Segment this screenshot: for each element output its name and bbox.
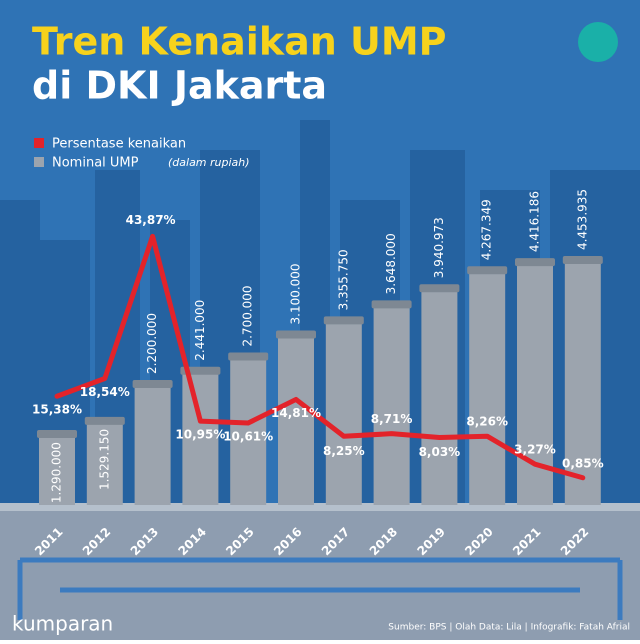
bar-cap [276, 330, 316, 339]
bar-value-label: 4.416.186 [528, 191, 542, 252]
line-value-label: 43,87% [126, 213, 176, 227]
bar [564, 260, 601, 505]
line-value-label: 10,61% [223, 430, 273, 444]
bar-cap [323, 316, 364, 325]
bar-cap [371, 300, 412, 309]
legend-swatch [34, 157, 44, 167]
line-value-label: 15,38% [32, 403, 82, 417]
bar [134, 384, 171, 505]
line [54, 233, 586, 481]
bar [230, 356, 267, 505]
bar [39, 434, 75, 505]
line-value-label: 8,71% [371, 412, 413, 426]
bar-cap [515, 258, 555, 267]
bar-value-label: 4.453.935 [575, 189, 589, 250]
bar-cap [419, 284, 460, 293]
legend-unit: (dalam rupiah) [168, 156, 250, 169]
line-value-label: 3,27% [514, 443, 556, 457]
bar [325, 320, 362, 505]
bar-cap [562, 256, 603, 265]
legend-label: Persentase kenaikan [52, 137, 186, 152]
bar-value-label: 2.700.000 [241, 285, 255, 346]
legend-swatch [34, 138, 44, 148]
pipe [17, 557, 623, 620]
line-value-label: 14,81% [271, 406, 321, 420]
bar-cap [37, 430, 77, 439]
chart-subtitle: di DKI Jakarta [32, 64, 327, 108]
line-value-label: 8,25% [323, 444, 365, 458]
bar-value-label: 1.290.000 [50, 442, 64, 503]
brand: kumparan [12, 612, 113, 636]
line-value-label: 10,95% [175, 428, 225, 442]
bar-value-label: 4.267.349 [480, 199, 494, 260]
bar [373, 304, 410, 505]
bar [469, 270, 506, 505]
bar [86, 420, 123, 505]
ground [0, 505, 640, 640]
bar-cap [132, 380, 173, 388]
bar [278, 334, 314, 505]
bar-value-label: 3.648.000 [384, 233, 398, 294]
source: Sumber: BPS | Olah Data: Lila | Infograf… [388, 623, 630, 633]
bar-cap [84, 416, 125, 425]
bar [182, 370, 219, 505]
bar-cap [228, 352, 269, 361]
logo-badge [578, 22, 618, 62]
bar-value-label: 1.529.150 [97, 429, 111, 490]
bar-value-label: 2.441.000 [193, 300, 207, 361]
chart-title: Tren Kenaikan UMP [32, 20, 447, 64]
line-value-label: 0,85% [562, 456, 604, 470]
line-value-label: 8,03% [419, 445, 461, 459]
line-value-label: 8,26% [466, 415, 508, 429]
bar-value-label: 3.355.750 [336, 249, 350, 310]
ground-edge [0, 503, 640, 511]
line-value-label: 18,54% [80, 385, 130, 399]
legend-label: Nominal UMP [52, 156, 139, 171]
bar [421, 288, 458, 505]
bar-value-label: 3.100.000 [289, 263, 303, 324]
bar-cap [467, 266, 508, 275]
bar-value-label: 2.200.000 [145, 313, 159, 374]
bar-value-label: 3.940.973 [432, 217, 446, 278]
